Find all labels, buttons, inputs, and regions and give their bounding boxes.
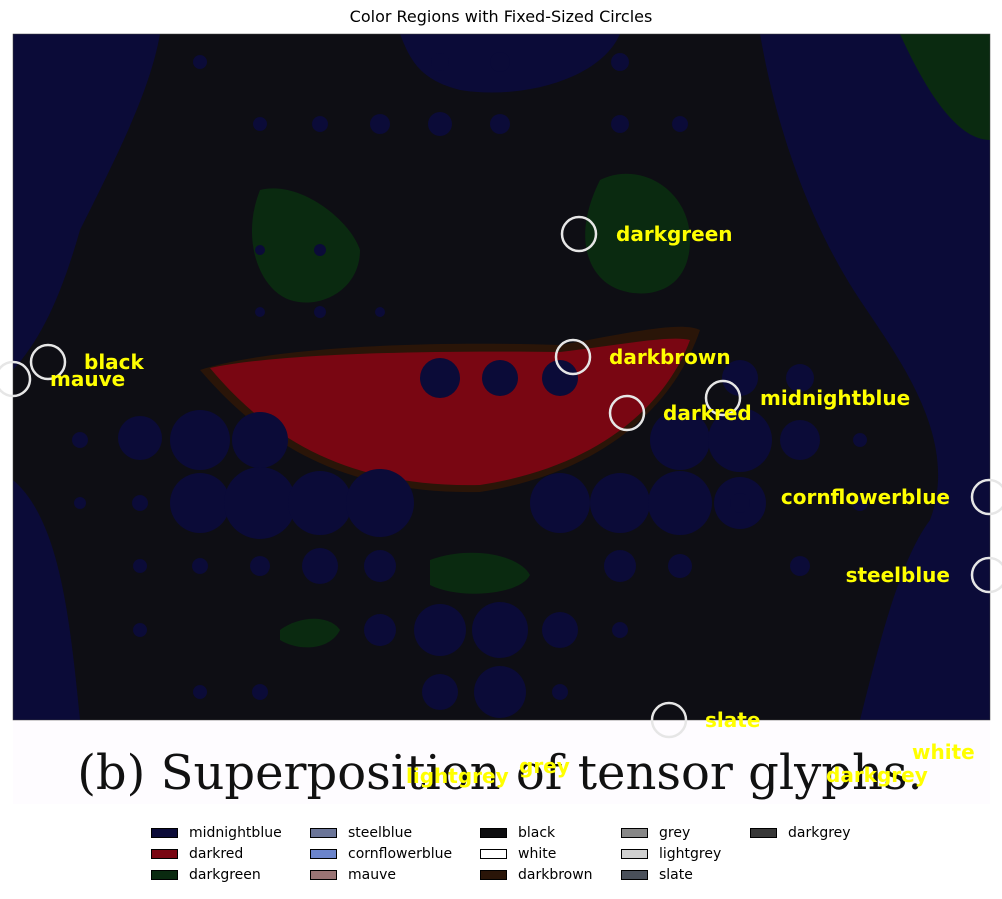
point-label-white: white (912, 740, 975, 764)
legend-swatch-darkgreen (151, 870, 178, 880)
marker-circle-darkred (608, 394, 646, 432)
marker-circle-steelblue (970, 556, 1002, 594)
marker-circle-midnightblue (704, 379, 742, 417)
legend-label-grey: grey (659, 825, 691, 841)
legend-label-darkbrown: darkbrown (518, 867, 593, 883)
legend-label-darkred: darkred (189, 846, 244, 862)
point-label-cornflowerblue: cornflowerblue (781, 485, 950, 509)
marker-circle-slate (650, 701, 688, 739)
point-label-darkred: darkred (663, 401, 752, 425)
legend-swatch-darkbrown (480, 870, 507, 880)
legend-swatch-darkgrey (750, 828, 777, 838)
midnightblue-region-left (13, 34, 160, 370)
darkgreen-region-bottomleft (280, 618, 340, 648)
legend-swatch-grey (621, 828, 648, 838)
marker-circle-black (29, 343, 67, 381)
point-label-slate: slate (705, 708, 760, 732)
point-label-grey: grey (519, 754, 570, 778)
marker-circle-darkgreen (560, 215, 598, 253)
point-label-darkgrey: darkgrey (826, 763, 928, 787)
point-label-darkbrown: darkbrown (609, 345, 731, 369)
darkgreen-region-topright (900, 34, 990, 140)
legend-swatch-lightgrey (621, 849, 648, 859)
image-light-region (13, 720, 990, 804)
point-label-steelblue: steelblue (846, 563, 950, 587)
legend-label-darkgreen: darkgreen (189, 867, 261, 883)
chart-title: Color Regions with Fixed-Sized Circles (349, 7, 653, 26)
legend-swatch-midnightblue (151, 828, 178, 838)
midnightblue-region-right (760, 34, 990, 720)
lower-band-text: (b) Superposition of tensor glyphs. (77, 745, 923, 801)
midnightblue-region-bottomleft (13, 480, 80, 720)
point-label-lightgrey: lightgrey (406, 764, 509, 788)
legend-swatch-mauve (310, 870, 337, 880)
marker-circle-mauve (0, 360, 32, 398)
chart-plot: (b) Superposition of tensor glyphs. dark… (0, 33, 1002, 804)
legend-label-mauve: mauve (348, 867, 396, 883)
point-label-mauve: mauve (50, 367, 125, 391)
legend-label-white: white (518, 846, 557, 862)
darkgreen-region-left (251, 188, 360, 303)
legend-label-black: black (518, 825, 556, 841)
legend-label-slate: slate (659, 867, 693, 883)
legend-swatch-steelblue (310, 828, 337, 838)
legend-swatch-slate (621, 870, 648, 880)
legend-label-steelblue: steelblue (348, 825, 413, 841)
legend-label-lightgrey: lightgrey (659, 846, 722, 862)
legend-label-midnightblue: midnightblue (189, 825, 282, 841)
darkgreen-region-center (585, 173, 690, 294)
legend-label-darkgrey: darkgrey (788, 825, 851, 841)
legend-swatch-black (480, 828, 507, 838)
legend-label-cornflowerblue: cornflowerblue (348, 846, 453, 862)
point-label-midnightblue: midnightblue (760, 386, 910, 410)
midnightblue-region-top (400, 34, 620, 93)
marker-circle-cornflowerblue (970, 478, 1002, 516)
darkgreen-region-bottom (430, 552, 530, 594)
background-image: (b) Superposition of tensor glyphs. (13, 34, 990, 804)
dot-pattern (72, 52, 868, 718)
point-label-black: black (84, 350, 145, 374)
image-frame (12, 33, 991, 721)
legend-swatch-darkred (151, 849, 178, 859)
point-label-darkgreen: darkgreen (616, 222, 733, 246)
marker-circle-darkbrown (554, 338, 592, 376)
legend-swatch-cornflowerblue (310, 849, 337, 859)
legend-swatch-white (480, 849, 507, 859)
